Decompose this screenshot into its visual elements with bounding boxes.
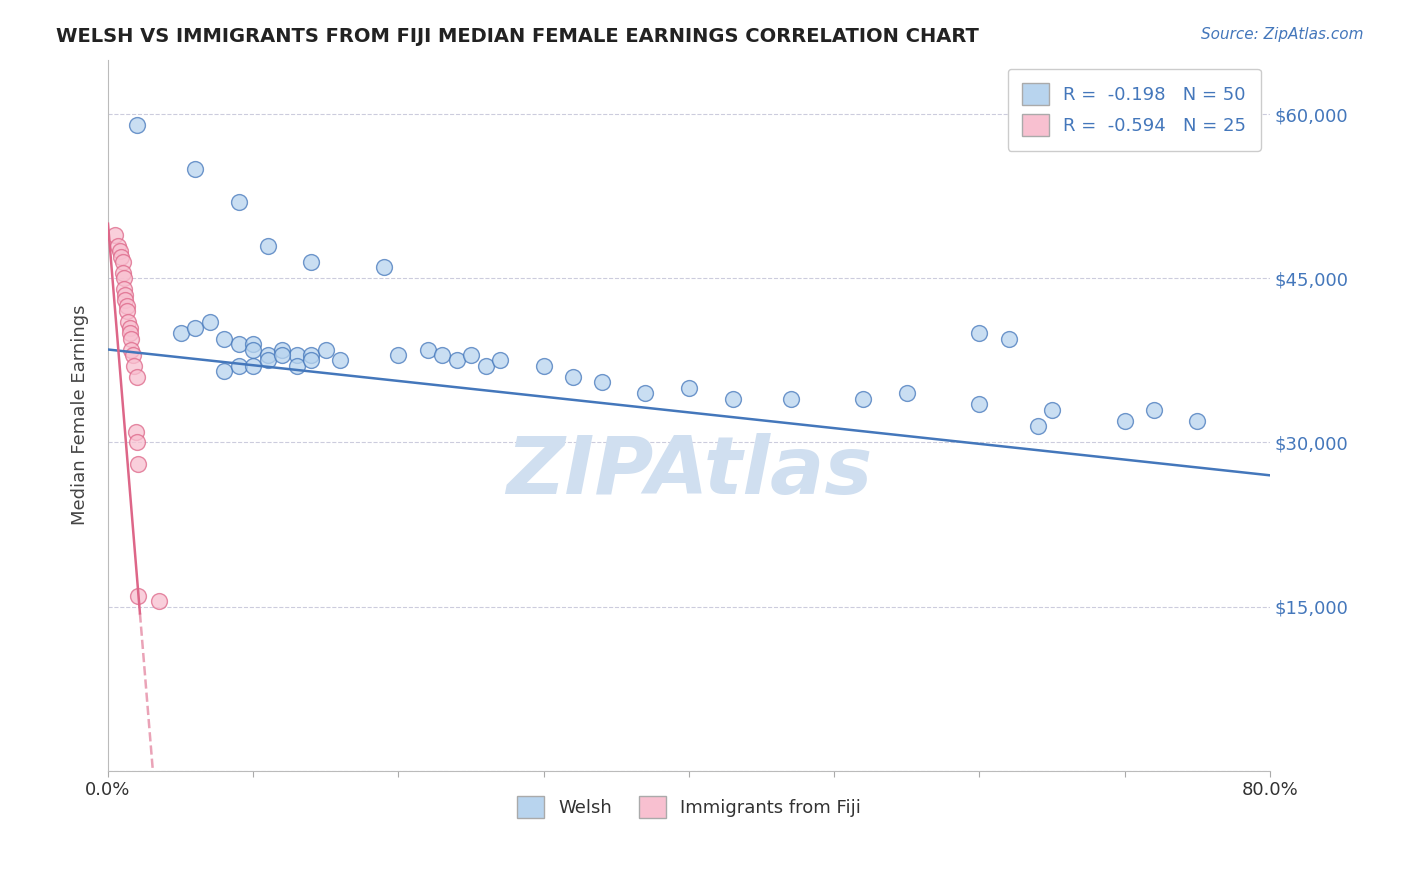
Point	[124, 425, 146, 439]
Point	[184, 161, 207, 176]
Y-axis label: Median Female Earnings: Median Female Earnings	[72, 305, 89, 525]
Point	[1026, 419, 1049, 434]
Point	[148, 594, 170, 608]
Point	[299, 255, 322, 269]
Point	[299, 353, 322, 368]
Point	[315, 343, 337, 357]
Point	[561, 369, 583, 384]
Point	[634, 386, 657, 401]
Point	[446, 353, 468, 368]
Point	[1143, 402, 1166, 417]
Point	[969, 397, 991, 411]
Point	[256, 238, 278, 252]
Point	[271, 348, 294, 362]
Text: WELSH VS IMMIGRANTS FROM FIJI MEDIAN FEMALE EARNINGS CORRELATION CHART: WELSH VS IMMIGRANTS FROM FIJI MEDIAN FEM…	[56, 27, 979, 45]
Text: Source: ZipAtlas.com: Source: ZipAtlas.com	[1201, 27, 1364, 42]
Point	[115, 299, 138, 313]
Point	[285, 348, 308, 362]
Point	[228, 359, 250, 373]
Point	[118, 326, 141, 340]
Point	[111, 255, 134, 269]
Point	[169, 326, 191, 340]
Point	[896, 386, 918, 401]
Point	[120, 343, 142, 357]
Point	[387, 348, 409, 362]
Point	[969, 326, 991, 340]
Point	[125, 369, 148, 384]
Point	[242, 337, 264, 351]
Point	[242, 359, 264, 373]
Point	[128, 458, 150, 472]
Point	[111, 266, 134, 280]
Text: ZIPAtlas: ZIPAtlas	[506, 433, 872, 511]
Point	[184, 320, 207, 334]
Point	[120, 332, 142, 346]
Legend: Welsh, Immigrants from Fiji: Welsh, Immigrants from Fiji	[509, 789, 869, 826]
Point	[416, 343, 439, 357]
Point	[117, 315, 139, 329]
Point	[212, 332, 235, 346]
Point	[121, 348, 143, 362]
Point	[997, 332, 1019, 346]
Point	[104, 227, 127, 242]
Point	[228, 194, 250, 209]
Point	[114, 293, 136, 308]
Point	[852, 392, 875, 406]
Point	[1187, 414, 1209, 428]
Point	[779, 392, 801, 406]
Point	[110, 250, 132, 264]
Point	[721, 392, 744, 406]
Point	[212, 364, 235, 378]
Point	[107, 238, 129, 252]
Point	[430, 348, 453, 362]
Point	[114, 288, 136, 302]
Point	[271, 343, 294, 357]
Point	[1040, 402, 1063, 417]
Point	[108, 244, 131, 258]
Point	[115, 304, 138, 318]
Point	[112, 282, 135, 296]
Point	[256, 348, 278, 362]
Point	[533, 359, 555, 373]
Point	[678, 381, 700, 395]
Point	[460, 348, 482, 362]
Point	[591, 376, 613, 390]
Point	[122, 359, 145, 373]
Point	[285, 359, 308, 373]
Point	[198, 315, 221, 329]
Point	[118, 320, 141, 334]
Point	[228, 337, 250, 351]
Point	[125, 435, 148, 450]
Point	[128, 589, 150, 603]
Point	[125, 118, 148, 132]
Point	[329, 353, 352, 368]
Point	[489, 353, 512, 368]
Point	[242, 343, 264, 357]
Point	[474, 359, 496, 373]
Point	[1114, 414, 1136, 428]
Point	[256, 353, 278, 368]
Point	[299, 348, 322, 362]
Point	[373, 260, 395, 275]
Point	[112, 271, 135, 285]
